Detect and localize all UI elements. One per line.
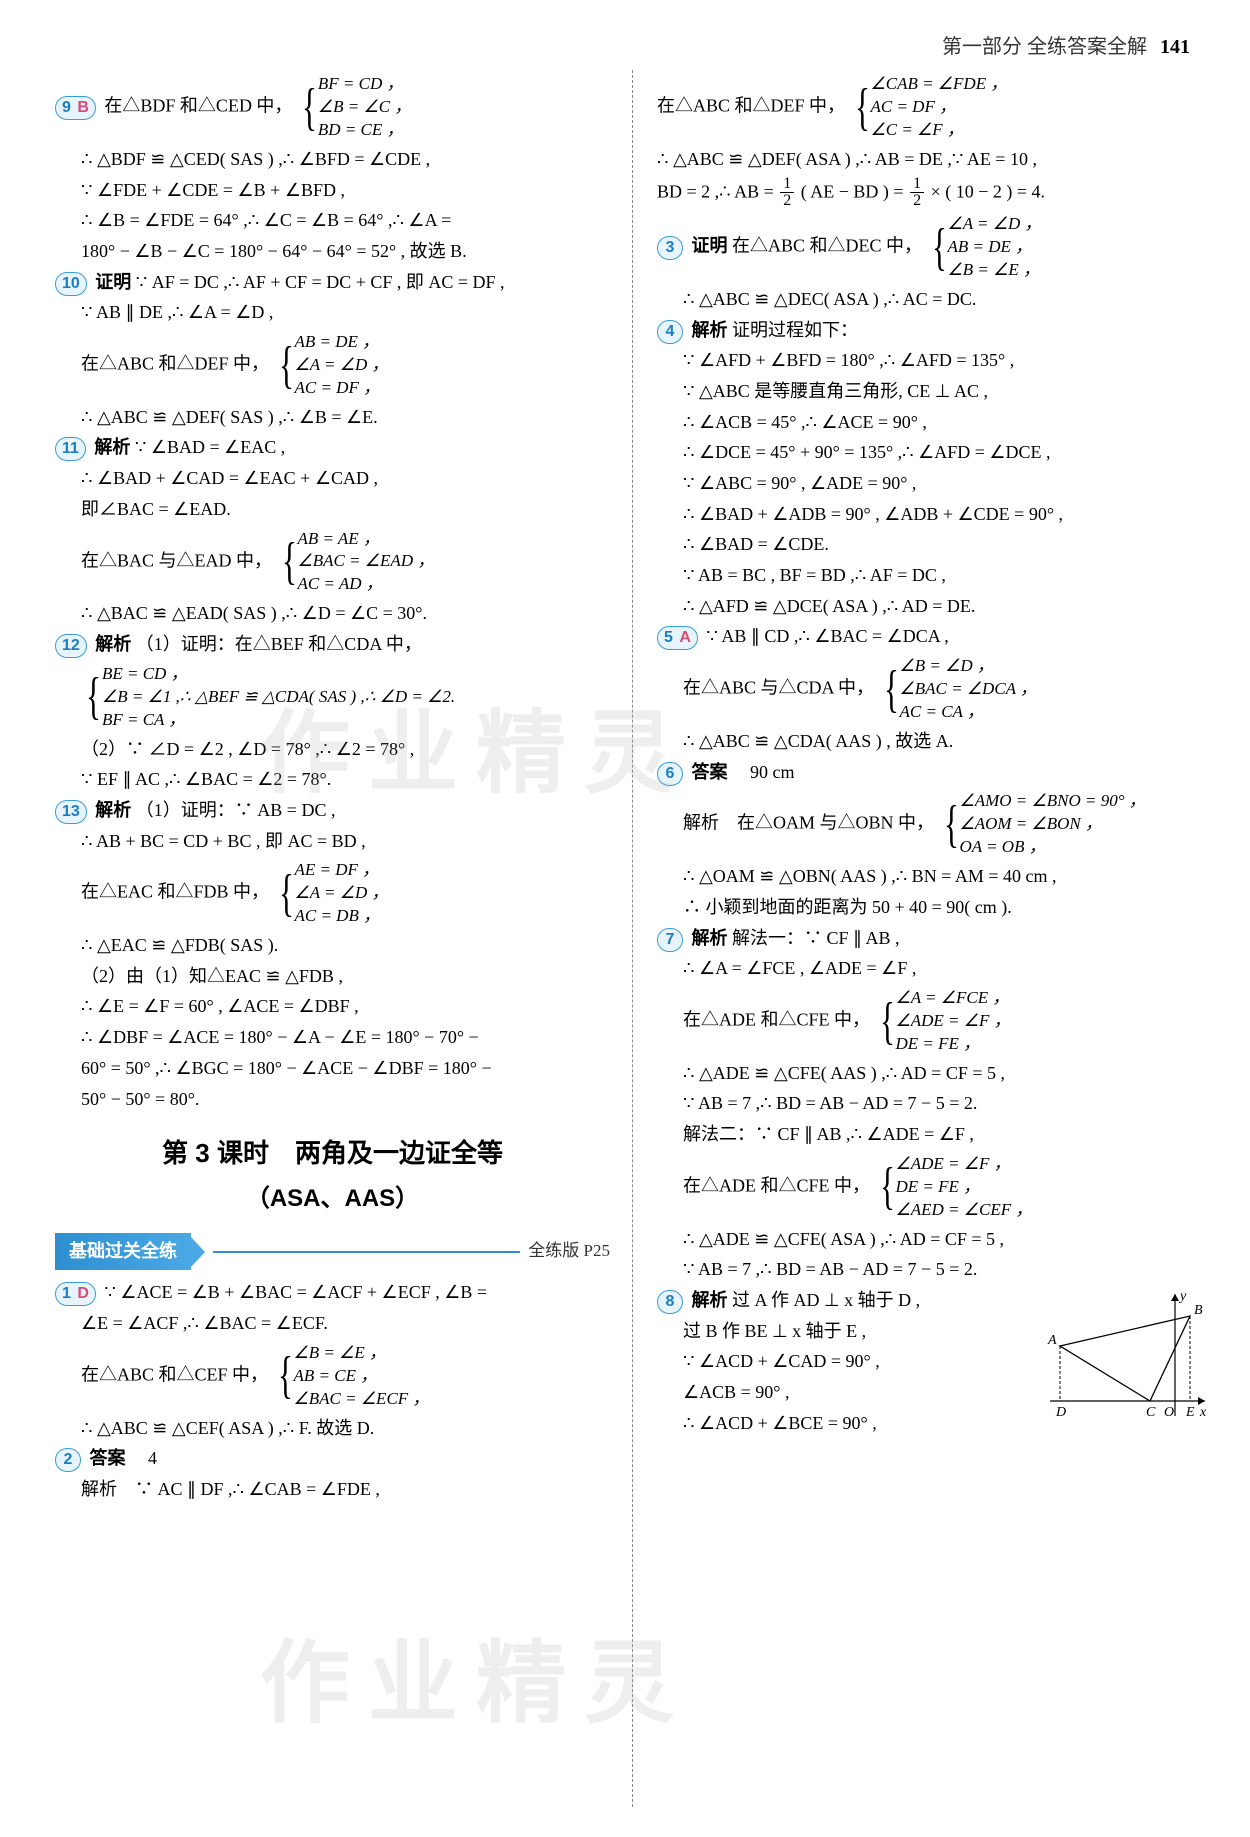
- page-number: 141: [1160, 36, 1190, 58]
- banner: 基础过关全练 全练版 P25: [55, 1233, 610, 1271]
- triangle-diagram: A B C D E O x y: [1040, 1286, 1210, 1426]
- q1: 1 D ∵ ∠ACE = ∠B + ∠BAC = ∠ACF + ∠ECF , ∠…: [55, 1278, 610, 1308]
- svg-text:x: x: [1199, 1405, 1207, 1420]
- svg-text:O: O: [1164, 1405, 1174, 1420]
- qnum-12: 12: [55, 634, 87, 658]
- q12: 12 解析 （1）证明：在△BEF 和△CDA 中，: [55, 630, 610, 660]
- q13: 13 解析 （1）证明：∵ AB = DC ,: [55, 796, 610, 826]
- section-title: 第 3 课时 两角及一边证全等: [55, 1132, 610, 1175]
- qnum-10: 10: [55, 272, 87, 296]
- fraction: 12: [910, 176, 924, 211]
- svg-text:D: D: [1055, 1405, 1066, 1420]
- qnum-4: 4: [657, 320, 683, 344]
- qnum-2: 2: [55, 1448, 81, 1472]
- right-column: 在△ABC 和△DEF 中， { ∠CAB = ∠FDE ， AC = DF ，…: [635, 70, 1210, 1807]
- qnum-3: 3: [657, 236, 683, 260]
- q9: 9 B 在△BDF 和△CED 中， { BF = CD ， ∠B = ∠C ，…: [55, 71, 610, 144]
- svg-text:C: C: [1146, 1405, 1156, 1420]
- content: 9 B 在△BDF 和△CED 中， { BF = CD ， ∠B = ∠C ，…: [0, 0, 1250, 1837]
- qnum-1: 1 D: [55, 1282, 96, 1306]
- qnum-13: 13: [55, 800, 87, 824]
- qnum-5: 5 A: [657, 626, 698, 650]
- banner-label: 基础过关全练: [55, 1233, 191, 1271]
- fraction: 12: [780, 176, 794, 211]
- column-divider: [632, 70, 633, 1807]
- qnum-6: 6: [657, 762, 683, 786]
- q8: A B C D E O x y 8 解析 过 A 作 AD ⊥ x 轴于 D ,…: [657, 1286, 1210, 1438]
- qnum-8: 8: [657, 1290, 683, 1314]
- svg-text:E: E: [1185, 1405, 1195, 1420]
- q10: 10 证明 ∵ AF = DC ,∴ AF + CF = DC + CF , 即…: [55, 268, 610, 298]
- qnum-7: 7: [657, 928, 683, 952]
- part: 第一部分: [942, 36, 1022, 58]
- section-subtitle: （ASA、AAS）: [55, 1179, 610, 1219]
- q3: 3 证明 在△ABC 和△DEC 中， { ∠A = ∠D ， AB = DE …: [657, 211, 1210, 284]
- banner-line: [213, 1251, 520, 1253]
- banner-ref: 全练版 P25: [528, 1237, 610, 1265]
- brace: { BF = CD ， ∠B = ∠C ， BD = CE ，: [297, 73, 411, 142]
- qnum-11: 11: [55, 437, 86, 461]
- title: 全练答案全解: [1027, 36, 1147, 58]
- q4: 4 解析 证明过程如下：: [657, 316, 1210, 346]
- page-header: 第一部分 全练答案全解 141: [942, 30, 1190, 59]
- left-column: 9 B 在△BDF 和△CED 中， { BF = CD ， ∠B = ∠C ，…: [55, 70, 630, 1807]
- svg-text:B: B: [1194, 1303, 1203, 1318]
- q7: 7 解析 解法一：∵ CF ∥ AB ,: [657, 924, 1210, 954]
- svg-text:y: y: [1178, 1289, 1187, 1304]
- q11: 11 解析 ∵ ∠BAD = ∠EAC ,: [55, 433, 610, 463]
- svg-text:A: A: [1047, 1333, 1057, 1348]
- q6: 6 答案 90 cm: [657, 758, 1210, 788]
- banner-arrow-icon: [191, 1237, 205, 1267]
- q5: 5 A ∵ AB ∥ CD ,∴ ∠BAC = ∠DCA ,: [657, 622, 1210, 652]
- qnum-9: 9 B: [55, 96, 96, 120]
- q2: 2 答案 4: [55, 1444, 610, 1474]
